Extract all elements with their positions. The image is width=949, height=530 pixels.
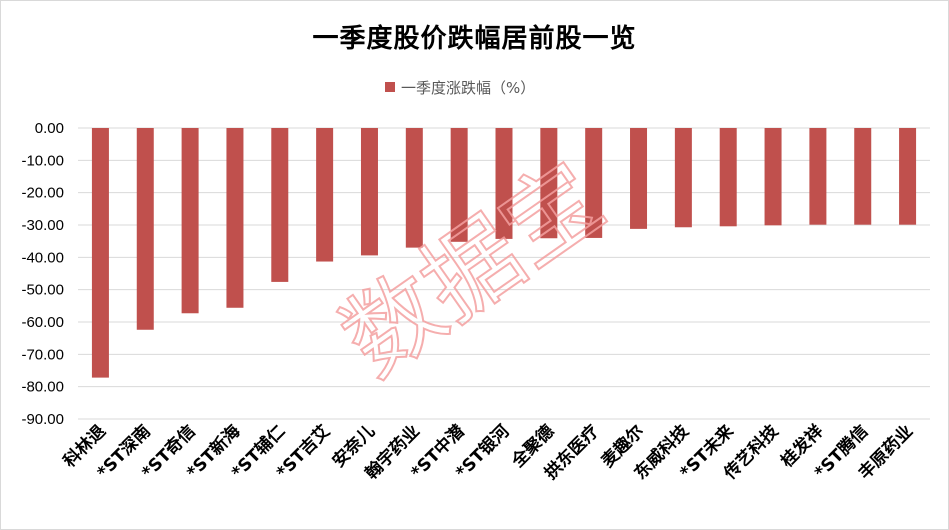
- bar: [809, 128, 827, 225]
- chart-title: 一季度股价跌幅居前股一览: [312, 24, 637, 54]
- bar: [450, 128, 468, 242]
- y-tick-label: -30.00: [21, 217, 64, 234]
- bar: [405, 128, 423, 248]
- bar: [271, 128, 289, 282]
- legend-label: 一季度涨跌幅（%）: [401, 78, 536, 97]
- y-tick-label: -80.00: [21, 379, 64, 396]
- bar: [674, 128, 692, 228]
- bar: [181, 128, 199, 314]
- bar: [316, 128, 334, 262]
- bar: [540, 128, 558, 239]
- bar: [899, 128, 917, 225]
- bar: [719, 128, 737, 227]
- y-tick-label: -10.00: [21, 152, 64, 169]
- y-tick-label: 0.00: [35, 120, 64, 137]
- bar: [585, 128, 603, 238]
- y-tick-label: -40.00: [21, 249, 64, 266]
- bar: [360, 128, 378, 256]
- bar: [136, 128, 154, 330]
- bar: [495, 128, 513, 239]
- bar: [226, 128, 244, 308]
- legend: 一季度涨跌幅（%）: [385, 77, 535, 97]
- y-tick-label: -90.00: [21, 411, 64, 428]
- y-tick-label: -50.00: [21, 282, 64, 299]
- bar: [764, 128, 782, 226]
- bar: [630, 128, 648, 229]
- y-tick-label: -70.00: [21, 346, 64, 363]
- y-tick-label: -20.00: [21, 185, 64, 202]
- legend-swatch: [385, 82, 395, 92]
- bar: [91, 128, 109, 378]
- bar: [854, 128, 872, 225]
- y-tick-label: -60.00: [21, 314, 64, 331]
